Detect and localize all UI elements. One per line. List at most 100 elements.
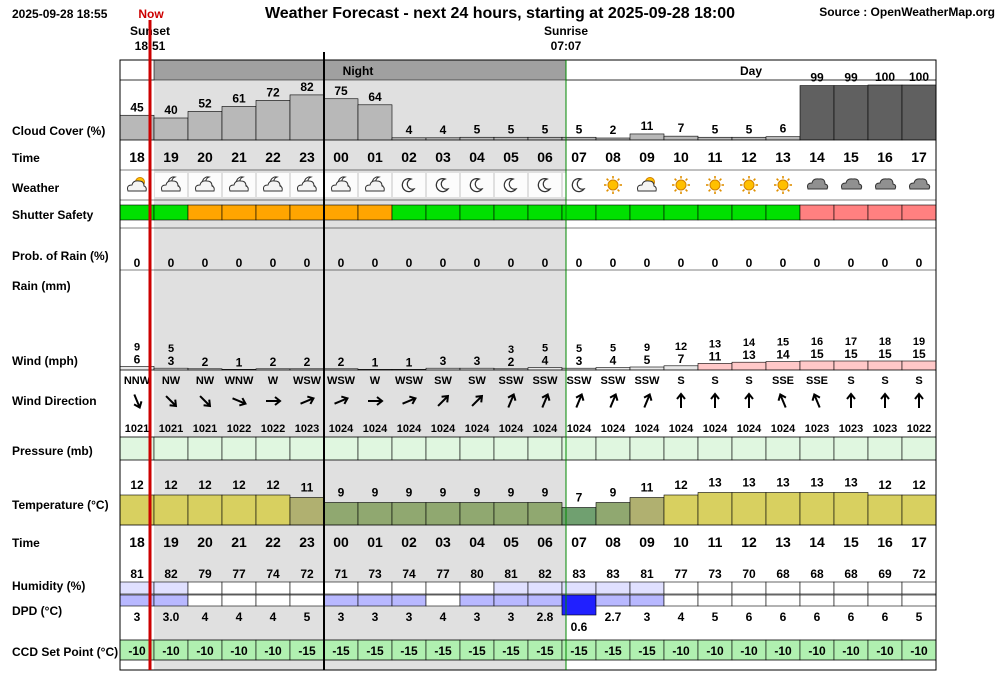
wind-direction-text: W <box>370 375 381 387</box>
cloud-cover-value: 72 <box>266 85 280 99</box>
wind-speed-value: 3 <box>576 354 583 368</box>
cloud-cover-bar <box>255 100 291 141</box>
ccd-value: -10 <box>264 644 282 658</box>
dpd-cell <box>561 594 597 616</box>
prob-rain-value: 0 <box>474 256 481 270</box>
temperature-value: 12 <box>232 478 246 492</box>
wind-direction-text: S <box>881 375 888 387</box>
shutter-safety-cell <box>663 204 699 221</box>
night-band-label: Night <box>343 64 374 78</box>
cloud-cover-bar <box>357 104 393 141</box>
cloud-cover-value: 45 <box>130 100 144 114</box>
dpd-value: 3 <box>474 610 481 624</box>
time-label: Time <box>12 151 40 165</box>
prob-rain-value: 0 <box>338 256 345 270</box>
dpd-value: 6 <box>814 610 821 624</box>
sun-ray <box>617 178 620 181</box>
moon-crescent <box>469 178 484 193</box>
cloud-cover-bar <box>731 136 767 141</box>
temperature-value: 7 <box>576 491 583 505</box>
humidity-cell <box>255 581 291 595</box>
prob-rain-value: 0 <box>134 256 141 270</box>
rain-label: Rain (mm) <box>12 279 71 293</box>
wind-arrow-head <box>541 393 551 401</box>
time-value: 04 <box>469 534 485 550</box>
time-value: 12 <box>741 534 757 550</box>
wind-arrow-icon <box>437 394 450 407</box>
pressure-cell <box>765 436 801 461</box>
wind-speed-value: 14 <box>776 348 790 362</box>
cloud-cover-value: 99 <box>810 71 824 85</box>
cloud-cover-bar <box>799 85 835 141</box>
cloud-icon <box>909 178 931 190</box>
shutter-safety-cell <box>425 204 461 221</box>
moon-crescent <box>537 178 552 193</box>
humidity-value: 83 <box>606 567 620 581</box>
wind-gust-value: 3 <box>508 344 514 356</box>
wind-arrow-icon <box>643 393 653 408</box>
time-value: 02 <box>401 149 417 165</box>
cloud-cover-value: 6 <box>780 122 787 136</box>
cloud-cover-bar <box>697 136 733 141</box>
wind-arrow-head <box>811 393 821 401</box>
partly-cloudy-night-icon <box>229 176 249 192</box>
shutter-safety-cell <box>799 204 835 221</box>
time-value: 11 <box>708 534 723 550</box>
time-value: 16 <box>877 534 893 550</box>
pressure-value: 1024 <box>703 423 728 435</box>
wind-speed-value: 1 <box>406 355 413 369</box>
dpd-cell <box>765 594 801 607</box>
ccd-value: -10 <box>808 644 826 658</box>
sun-disc <box>777 179 789 191</box>
time-value: 00 <box>333 534 349 550</box>
wind-arrow-head <box>575 393 585 401</box>
wind-speed-bar <box>595 367 631 371</box>
temperature-bar <box>561 507 597 526</box>
cloud-cover-bar <box>561 136 597 141</box>
temperature-value: 9 <box>474 486 481 500</box>
partly-cloudy-night-icon <box>365 176 385 192</box>
sun-disc <box>607 179 619 191</box>
wind-speed-bar <box>799 360 835 371</box>
time-value: 20 <box>197 534 213 550</box>
humidity-value: 68 <box>844 567 858 581</box>
time-value: 10 <box>673 149 689 165</box>
wind-direction-label: Wind Direction <box>12 394 97 408</box>
dpd-cell <box>221 594 257 607</box>
time-value: 15 <box>843 534 859 550</box>
humidity-value: 77 <box>436 567 450 581</box>
cloud-cover-bar <box>289 94 325 141</box>
dpd-value: 5 <box>304 610 311 624</box>
humidity-value: 82 <box>538 567 552 581</box>
humidity-cell <box>153 581 189 595</box>
cloud-shape <box>161 180 181 192</box>
temperature-bar <box>357 502 393 526</box>
cloud-cover-value: 100 <box>875 70 895 84</box>
pressure-cell <box>221 436 257 461</box>
wind-arrow-head <box>676 392 686 400</box>
wind-direction-text: W <box>268 375 279 387</box>
wind-gust-value: 16 <box>811 336 823 348</box>
wind-arrow-shaft <box>471 396 482 407</box>
wind-speed-value: 4 <box>542 354 549 368</box>
wind-gust-value: 9 <box>644 342 650 354</box>
pressure-cell <box>425 436 461 461</box>
ccd-value: -10 <box>196 644 214 658</box>
sun-ray <box>606 178 609 181</box>
wind-direction-text: NW <box>162 375 181 387</box>
humidity-value: 74 <box>402 567 416 581</box>
cloud-shape <box>127 180 147 192</box>
time-value: 07 <box>571 149 587 165</box>
cloud-cover-value: 100 <box>909 70 929 84</box>
ccd-value: -15 <box>298 644 316 658</box>
partly-cloudy-night-icon <box>161 176 181 192</box>
day-band-label: Day <box>740 64 762 78</box>
time-label-2: Time <box>12 536 40 550</box>
pressure-value: 1023 <box>839 423 863 435</box>
wind-arrow-icon <box>575 393 585 408</box>
wind-arrow-shaft <box>437 396 448 407</box>
wind-speed-bar <box>867 360 903 371</box>
temperature-bar <box>493 502 529 526</box>
wind-direction-text: SSW <box>498 375 524 387</box>
prob-rain-value: 0 <box>236 256 243 270</box>
